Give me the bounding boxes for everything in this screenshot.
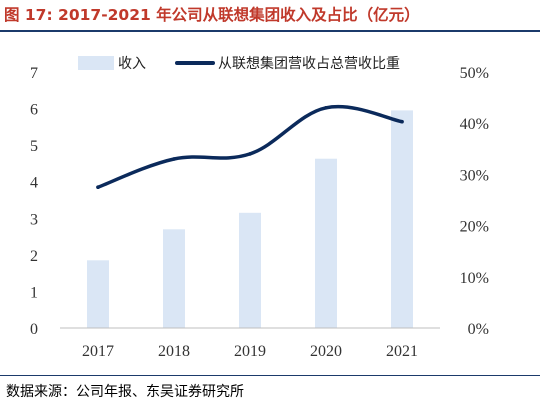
revenue-share-chart: 收入 从联想集团营收占总营收比重 0 1 2 3 4 5 6 7 0% 10% 20% 30% 40%… [30, 55, 489, 360]
figure-title: 图 17: 2017-2021 年公司从联想集团收入及占比（亿元） [4, 6, 420, 24]
y-right-tick-label: 30% [460, 167, 489, 184]
y-right-tick-label: 40% [460, 116, 489, 133]
legend-swatch-revenue [78, 56, 114, 70]
title-divider [0, 30, 540, 32]
line-series [96, 104, 404, 189]
bar-revenue-2019 [239, 212, 261, 328]
y-axis-right: 0% 10% 20% 30% 40% 50% [460, 65, 489, 338]
y-left-tick-label: 1 [30, 284, 38, 301]
point-share-2018 [172, 157, 176, 161]
bar-revenue-2020 [315, 158, 337, 328]
y-left-tick-label: 3 [30, 211, 38, 228]
x-tick-label: 2019 [234, 343, 266, 360]
line-share [96, 104, 404, 189]
bar-revenue-2018 [163, 229, 185, 328]
x-axis-ticks: 2017 2018 2019 2020 2021 [82, 343, 418, 360]
y-left-tick-label: 7 [30, 65, 38, 82]
bar-series [87, 110, 413, 329]
point-share-2017 [96, 185, 100, 189]
y-right-tick-label: 50% [460, 65, 489, 82]
point-share-2019 [248, 152, 252, 156]
bar-revenue-2017 [87, 260, 109, 328]
legend-label-share: 从联想集团营收占总营收比重 [218, 55, 400, 72]
x-tick-label: 2017 [82, 343, 114, 360]
y-left-tick-label: 5 [30, 138, 38, 155]
x-tick-label: 2020 [310, 343, 342, 360]
x-tick-label: 2021 [386, 343, 418, 360]
y-right-tick-label: 20% [460, 219, 489, 236]
source-divider [0, 375, 540, 376]
y-left-tick-label: 0 [30, 321, 38, 338]
y-right-tick-label: 0% [468, 321, 489, 338]
point-share-2021 [400, 119, 404, 124]
y-right-tick-label: 10% [460, 270, 489, 287]
legend-label-revenue: 收入 [118, 56, 146, 72]
figure-source: 数据来源：公司年报、东吴证券研究所 [6, 384, 244, 400]
x-tick-label: 2018 [158, 343, 190, 360]
y-left-tick-label: 6 [30, 102, 38, 119]
y-left-tick-label: 4 [30, 175, 38, 192]
y-axis-left: 0 1 2 3 4 5 6 7 [30, 65, 38, 338]
bar-revenue-2021 [391, 110, 413, 329]
chart-legend: 收入 从联想集团营收占总营收比重 [78, 55, 400, 72]
y-left-tick-label: 2 [30, 248, 38, 265]
point-share-2020 [324, 106, 328, 110]
